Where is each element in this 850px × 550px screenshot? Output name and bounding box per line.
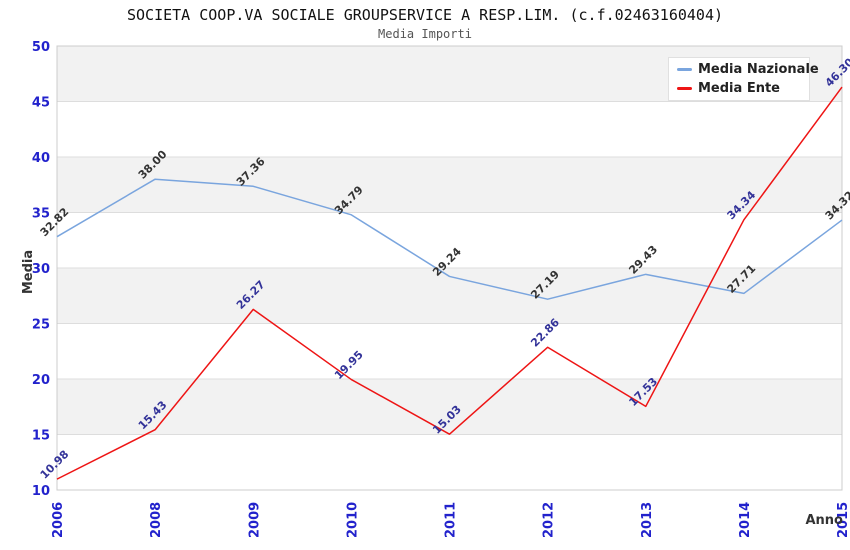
legend-item-media-ente: Media Ente: [677, 79, 809, 97]
y-tick-label: 50: [32, 40, 50, 55]
x-tick-label: 2009: [247, 502, 262, 538]
legend-item-media-nazionale: Media Nazionale: [677, 61, 819, 79]
legend-swatch-blue-icon: [677, 68, 692, 72]
y-tick-label: 20: [32, 373, 50, 388]
y-tick-label: 25: [32, 318, 50, 333]
plot-band: [57, 212, 842, 268]
y-axis-title: Media: [21, 250, 36, 294]
y-tick-label: 45: [32, 96, 50, 111]
x-tick-label: 2008: [149, 502, 164, 538]
legend: Media Nazionale Media Ente: [668, 57, 819, 101]
legend-swatch-red-icon: [677, 86, 692, 90]
plot-band: [57, 268, 842, 324]
x-tick-label: 2010: [345, 502, 360, 538]
x-tick-label: 2006: [51, 502, 66, 538]
y-tick-label: 35: [32, 207, 50, 222]
plot-band: [57, 323, 842, 379]
x-axis-title: Anno: [805, 513, 843, 528]
y-tick-label: 15: [32, 429, 50, 444]
plot-band: [57, 434, 842, 490]
series-line-media-ente: [56, 86, 843, 480]
legend-label: Media Ente: [698, 80, 780, 96]
plot-band: [57, 157, 842, 213]
x-tick-label: 2014: [738, 502, 753, 538]
chart-subtitle: Media Importi: [378, 27, 472, 41]
y-tick-label: 30: [32, 262, 50, 277]
chart-title: SOCIETA COOP.VA SOCIALE GROUPSERVICE A R…: [126, 6, 724, 24]
plot-border: [56, 45, 843, 491]
x-tick-label: 2011: [444, 502, 459, 538]
x-tick-label: 2013: [640, 502, 655, 538]
legend-label: Media Nazionale: [698, 62, 819, 78]
y-tick-label: 10: [32, 484, 50, 499]
x-tick-label: 2015: [836, 502, 850, 538]
x-tick-label: 2012: [542, 502, 557, 538]
y-tick-label: 40: [32, 151, 50, 166]
plot-band: [57, 379, 842, 435]
series-line-media-nazionale: [56, 178, 843, 300]
plot-band: [57, 101, 842, 157]
